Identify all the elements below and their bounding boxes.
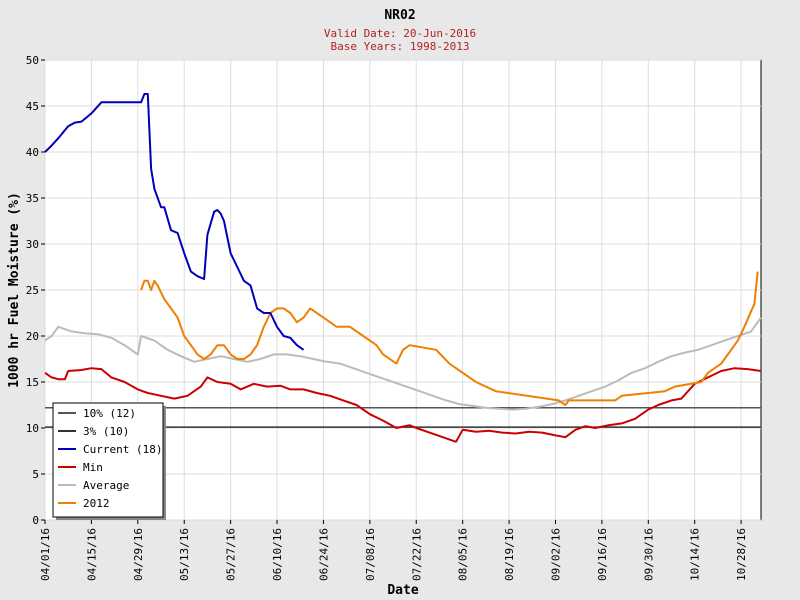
x-axis-label: Date — [387, 583, 418, 598]
y-tick-label: 35 — [26, 192, 39, 205]
y-axis-ticks: 0 5 10 15 20 25 30 35 40 45 50 — [26, 54, 45, 527]
series-line-average — [44, 317, 762, 411]
legend-entry: Min — [83, 461, 103, 474]
legend-entry: 10% (12) — [83, 407, 136, 420]
x-tick-label: 06/10/16 — [271, 528, 284, 581]
x-tick-label: 04/01/16 — [39, 528, 52, 581]
series-layer — [44, 93, 762, 443]
x-tick-label: 09/16/16 — [596, 528, 609, 581]
y-tick-label: 45 — [26, 100, 39, 113]
y-tick-label: 15 — [26, 376, 39, 389]
x-tick-label: 09/02/16 — [549, 528, 562, 581]
y-tick-label: 10 — [26, 422, 39, 435]
legend-entry: 2012 — [83, 497, 110, 510]
x-tick-label: 05/27/16 — [225, 528, 238, 581]
grid — [44, 59, 761, 521]
series-line-current-18 — [44, 93, 305, 351]
x-tick-label: 09/30/16 — [642, 528, 655, 581]
y-tick-label: 0 — [32, 514, 39, 527]
y-tick-label: 5 — [32, 468, 39, 481]
chart-subtitle-base-years: Base Years: 1998-2013 — [330, 40, 469, 53]
x-tick-label: 10/28/16 — [735, 528, 748, 581]
chart-title: NR02 — [384, 8, 415, 23]
legend-entry: 3% (10) — [83, 425, 129, 438]
legend-entry: Average — [83, 479, 129, 492]
y-tick-label: 50 — [26, 54, 39, 67]
chart-subtitle-valid-date: Valid Date: 20-Jun-2016 — [324, 27, 476, 40]
x-tick-label: 05/13/16 — [178, 528, 191, 581]
x-tick-label: 06/24/16 — [317, 528, 330, 581]
y-tick-label: 25 — [26, 284, 39, 297]
series-line-min — [44, 367, 762, 443]
series-line-2012 — [140, 271, 759, 406]
y-tick-label: 20 — [26, 330, 39, 343]
x-tick-label: 04/15/16 — [85, 528, 98, 581]
x-tick-label: 08/19/16 — [503, 528, 516, 581]
x-tick-label: 07/22/16 — [410, 528, 423, 581]
y-axis-label: 1000 hr Fuel Moisture (%) — [7, 192, 22, 388]
x-tick-label: 04/29/16 — [132, 528, 145, 581]
x-axis-ticks: 04/01/16 04/15/16 04/29/16 05/13/16 05/27/16… — [39, 520, 748, 581]
x-tick-label: 10/14/16 — [689, 528, 702, 581]
y-tick-label: 30 — [26, 238, 39, 251]
x-tick-label: 07/08/16 — [364, 528, 377, 581]
y-tick-label: 40 — [26, 146, 39, 159]
x-tick-label: 08/05/16 — [457, 528, 470, 581]
legend-entry: Current (18) — [83, 443, 162, 456]
legend-box — [52, 402, 164, 518]
legend: 10% (12) 3% (10) Current (18) Min Average 201… — [52, 402, 166, 520]
